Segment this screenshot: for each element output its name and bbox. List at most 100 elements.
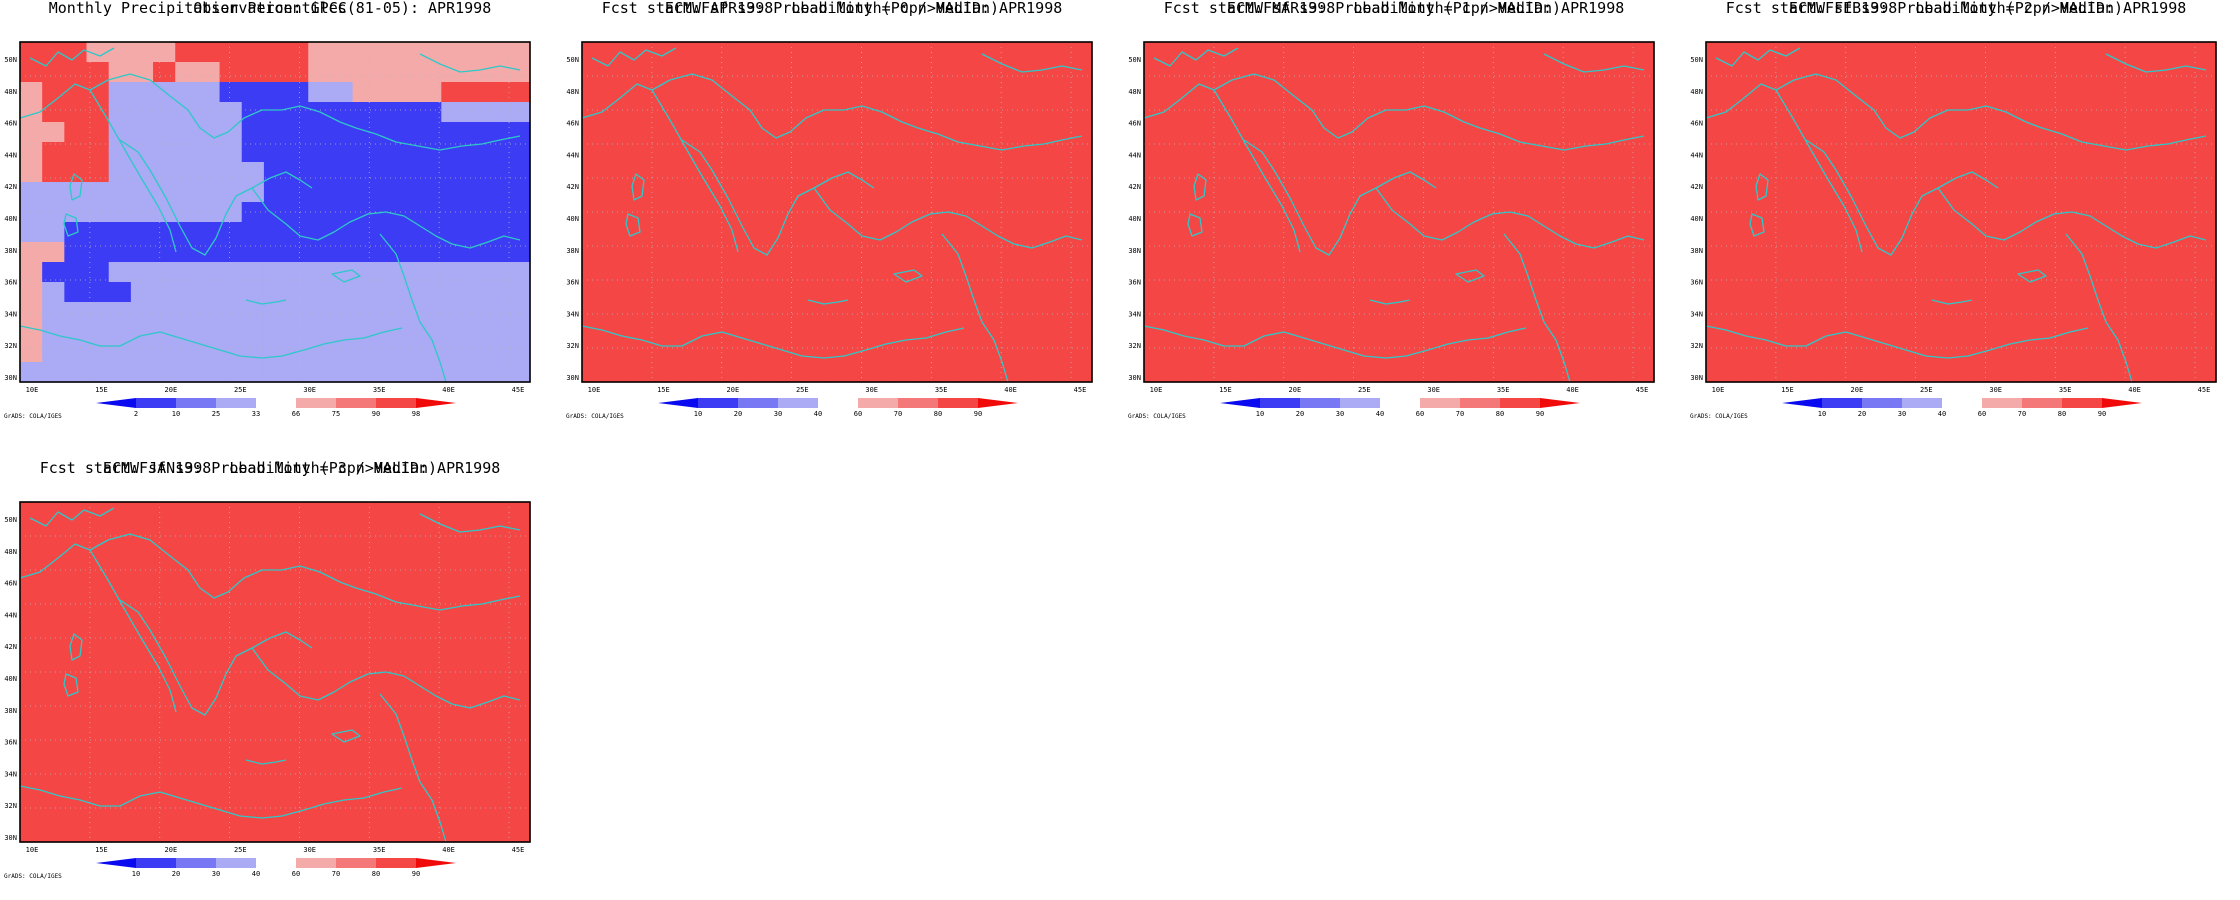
grid-cell (308, 362, 332, 383)
coastline (1931, 299, 1973, 305)
grid-cell (130, 702, 154, 723)
grid-cell (485, 62, 509, 83)
grid-cell (197, 722, 221, 743)
colorbar-label: 25 (212, 410, 220, 418)
grid-cell (396, 582, 420, 603)
grid-cell (2171, 142, 2195, 163)
grid-cell (330, 62, 354, 83)
grid-cell (1144, 242, 1167, 263)
grid-cell (670, 62, 694, 83)
grid-cell (374, 242, 398, 263)
grid-cell (263, 42, 287, 63)
grid-cell (374, 762, 398, 783)
grid-cell (692, 222, 716, 243)
grid-cell (737, 222, 760, 243)
grid-cell (108, 702, 132, 723)
grid-cell (1498, 122, 1522, 143)
grid-cell (219, 782, 243, 803)
grid-cell (2038, 162, 2062, 183)
grid-cell (2082, 122, 2106, 143)
grid-cell (2060, 82, 2084, 103)
grid-cell (1144, 122, 1167, 143)
grid-cell (374, 562, 398, 583)
grid-cell (219, 602, 243, 623)
grid-cell (263, 282, 287, 303)
grid-cell (1343, 162, 1367, 183)
grid-cell (1750, 42, 1774, 63)
grid-cell (582, 302, 605, 323)
grid-cell (670, 42, 694, 63)
grid-cell (848, 362, 871, 383)
grid-cell (463, 102, 487, 123)
grid-cell (1905, 42, 1929, 63)
grid-cell (648, 342, 672, 363)
grid-cell (263, 162, 287, 183)
grid-cell (1277, 362, 1300, 383)
grid-cell (1587, 262, 1611, 283)
lon-label: 30E (303, 846, 316, 854)
grid-cell (20, 522, 43, 543)
grid-cell (604, 322, 627, 343)
grid-cell (1631, 242, 1655, 263)
grid-cell (219, 162, 243, 183)
grid-cell (241, 202, 265, 223)
lon-label: 20E (1289, 386, 1302, 394)
grid-cell (108, 222, 132, 243)
grid-cell (108, 262, 132, 283)
grid-cell (2105, 182, 2128, 203)
grid-cell (441, 262, 465, 283)
grid-cell (2016, 182, 2040, 203)
grid-cell (374, 122, 398, 143)
grid-cell (1003, 242, 1027, 263)
grid-cell (263, 702, 287, 723)
grid-cell (219, 102, 243, 123)
grid-cell (86, 322, 110, 343)
grid-cell (286, 822, 309, 843)
grid-cell (20, 782, 43, 803)
grid-cell (286, 62, 309, 83)
grid-cell (86, 502, 110, 523)
colorbar-label: 90 (2098, 410, 2106, 418)
grid-cell (870, 82, 894, 103)
grid-cell (2082, 322, 2106, 343)
grid-cell (892, 62, 916, 83)
grid-cell (42, 102, 65, 123)
grid-cell (286, 702, 309, 723)
grid-cell (958, 82, 982, 103)
lon-label: 20E (727, 386, 740, 394)
grid-cell (1188, 102, 1212, 123)
grid-cell (1069, 262, 1093, 283)
lat-label: 32N (566, 342, 579, 350)
grid-cell (130, 562, 154, 583)
grid-cell (2105, 362, 2128, 383)
grid-cell (1454, 42, 1478, 63)
lat-label: 48N (4, 88, 17, 96)
grid-cell (1750, 362, 1774, 383)
map-panel-obs: Observation: GPCC Monthly Precipitation P… (0, 0, 548, 440)
grid-cell (759, 262, 783, 283)
grid-cell (1232, 302, 1256, 323)
grid-cell (825, 302, 849, 323)
lat-label: 44N (4, 151, 17, 159)
grid-cell (219, 542, 243, 563)
grid-cell (1750, 262, 1774, 283)
grid-cell (626, 282, 650, 303)
grid-cell (892, 302, 916, 323)
grid-cell (1210, 42, 1234, 63)
grid-cell (1025, 182, 1049, 203)
grid-cell (175, 242, 198, 263)
grid-cell (1772, 222, 1796, 243)
grid-cell (153, 242, 176, 263)
grid-cell (936, 262, 960, 283)
lon-label: 40E (442, 386, 455, 394)
grid-cell (153, 182, 176, 203)
grid-cell (1476, 162, 1500, 183)
grid-cell (263, 322, 287, 343)
grid-cell (352, 362, 376, 383)
grid-cell (870, 42, 894, 63)
grid-cell (1706, 62, 1729, 83)
coastline (69, 173, 83, 201)
grid-cell (20, 622, 43, 643)
grid-cell (1277, 242, 1300, 263)
grid-cell (441, 642, 465, 663)
